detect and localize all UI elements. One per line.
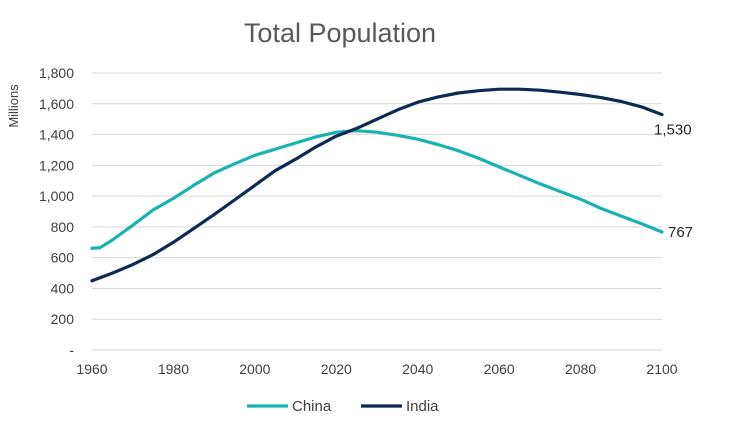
y-tick-label: 1,400: [39, 127, 74, 143]
x-tick-label: 2020: [321, 361, 352, 377]
series-lines: [90, 87, 664, 283]
gridlines: [92, 72, 662, 351]
y-axis-tick-labels: - 200 400 600 800 1,000 1,200 1,400 1,600 1,800: [39, 65, 74, 358]
x-tick-label: 1980: [158, 361, 189, 377]
y-tick-label: 400: [51, 280, 75, 296]
x-tick-label: 1960: [76, 361, 107, 377]
y-tick-label: 1,200: [39, 157, 74, 173]
legend: China India: [247, 398, 439, 415]
end-label-india: 1,530: [654, 122, 692, 139]
y-axis-title: Millions: [6, 84, 21, 128]
x-tick-label: 2100: [646, 361, 677, 377]
end-value-labels: 767 1,530: [654, 122, 693, 241]
end-label-china: 767: [668, 224, 693, 241]
x-tick-label: 2000: [239, 361, 270, 377]
series-line-china: [90, 129, 664, 250]
y-tick-label: 600: [51, 250, 75, 266]
y-tick-label: 200: [51, 311, 75, 327]
x-tick-label: 2060: [484, 361, 515, 377]
y-tick-label: 800: [51, 219, 75, 235]
series-line-india: [90, 87, 664, 283]
legend-label-china: China: [292, 398, 332, 415]
y-tick-label: -: [69, 342, 74, 358]
y-tick-label: 1,000: [39, 188, 74, 204]
x-axis-tick-labels: 1960 1980 2000 2020 2040 2060 2080 2100: [76, 361, 677, 377]
x-tick-label: 2040: [402, 361, 433, 377]
y-tick-label: 1,600: [39, 96, 74, 112]
legend-label-india: India: [406, 398, 439, 415]
x-tick-label: 2080: [565, 361, 596, 377]
y-tick-label: 1,800: [39, 65, 74, 81]
chart-title: Total Population: [244, 18, 436, 48]
